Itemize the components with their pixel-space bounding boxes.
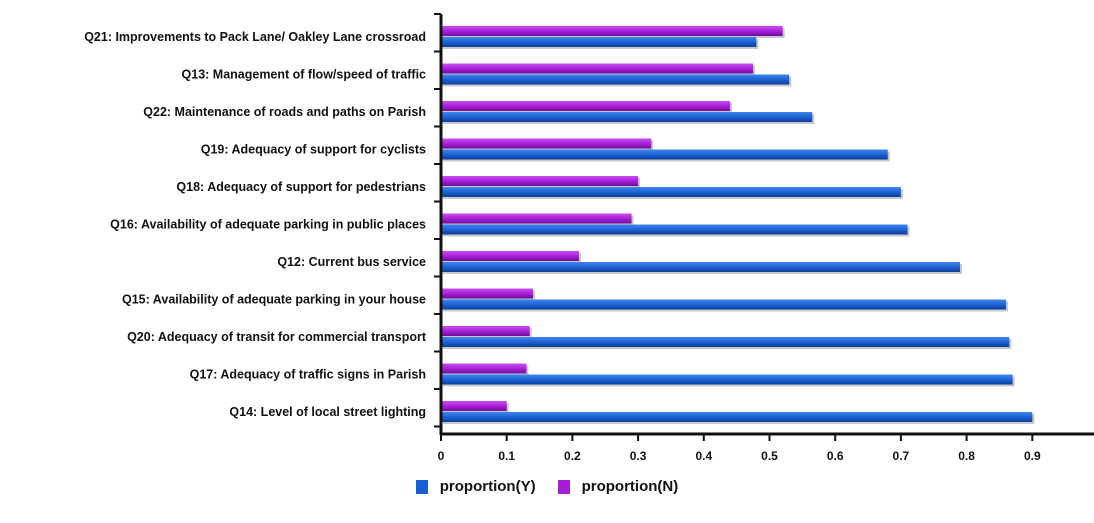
bar-proportion-y [441, 37, 757, 47]
bar-proportion-n [441, 363, 527, 374]
bar-proportion-y [441, 224, 908, 235]
category-label: Q12: Current bus service [277, 255, 426, 269]
bar-proportion-y [441, 299, 1007, 310]
x-tick-label: 0.1 [498, 449, 515, 463]
bar-proportion-n [441, 288, 533, 299]
bar-proportion-n [441, 401, 507, 411]
bar-proportion-n [441, 251, 579, 261]
x-tick-label: 0.3 [630, 449, 647, 463]
bar-proportion-n [441, 326, 530, 336]
bar-proportion-y [441, 374, 1013, 385]
category-label: Q18: Adequacy of support for pedestrians [176, 180, 426, 194]
bar-proportion-n [441, 63, 754, 74]
x-tick-label: 0.7 [893, 449, 910, 463]
x-tick-label: 0.2 [564, 449, 581, 463]
category-label: Q19: Adequacy of support for cyclists [201, 143, 426, 157]
bar-proportion-y [441, 262, 961, 272]
category-label: Q15: Availability of adequate parking in… [122, 293, 426, 307]
axes: 00.10.20.30.40.50.60.70.80.91 [434, 13, 1094, 463]
bar-proportion-y [441, 149, 888, 160]
category-labels: Q21: Improvements to Pack Lane/ Oakley L… [84, 30, 427, 419]
bars [441, 26, 1035, 424]
legend-swatch-n [557, 479, 570, 494]
x-tick-label: 0.8 [958, 449, 975, 463]
bar-proportion-n [441, 138, 652, 149]
category-label: Q20: Adequacy of transit for commercial … [127, 330, 427, 344]
category-label: Q21: Improvements to Pack Lane/ Oakley L… [84, 30, 426, 44]
bar-proportion-y [441, 74, 790, 85]
legend-swatch-y [415, 479, 428, 494]
x-tick-label: 0.9 [1024, 449, 1041, 463]
bar-proportion-y [441, 337, 1010, 347]
bar-proportion-n [441, 101, 731, 111]
category-label: Q14: Level of local street lighting [229, 405, 426, 419]
legend-item-n: proportion(N) [557, 478, 679, 495]
legend-item-y: proportion(Y) [415, 478, 536, 495]
x-tick-label: 0.4 [695, 449, 712, 463]
x-tick-label: 0 [438, 449, 445, 463]
category-label: Q22: Maintenance of roads and paths on P… [143, 105, 426, 119]
bar-proportion-n [441, 213, 632, 224]
x-tick-label: 0.5 [761, 449, 778, 463]
bar-proportion-y [441, 187, 901, 197]
bar-proportion-n [441, 176, 639, 186]
category-label: Q13: Management of flow/speed of traffic [182, 68, 427, 82]
category-label: Q16: Availability of adequate parking in… [110, 218, 426, 232]
legend-label-n: proportion(N) [581, 478, 679, 495]
bar-proportion-n [441, 26, 783, 36]
legend-label-y: proportion(Y) [439, 478, 536, 495]
category-label: Q17: Adequacy of traffic signs in Parish [190, 368, 426, 382]
legend: proportion(Y) proportion(N) [0, 478, 1094, 495]
bar-proportion-y [441, 112, 813, 122]
bar-proportion-y [441, 412, 1033, 422]
x-tick-label: 0.6 [827, 449, 844, 463]
